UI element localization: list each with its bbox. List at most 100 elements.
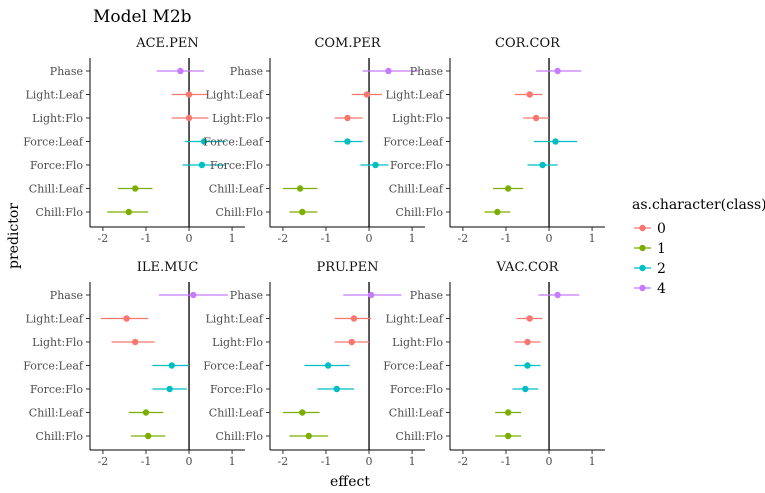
x-tick-label: -2 [278,455,289,468]
y-tick-label: Light:Leaf [25,89,83,102]
y-tick-label: Phase [230,289,263,302]
legend-entry: 1 [634,241,666,257]
y-tick-label: Chill:Leaf [389,407,444,420]
estimate-point [132,338,139,346]
y-tick-label: Force:Flo [30,159,83,172]
y-tick-label: Phase [230,65,263,78]
panel-strip-label: COR.COR [495,36,561,51]
x-tick-label: -1 [501,232,512,245]
legend-label: 0 [657,221,666,237]
x-tick-label: -1 [501,455,512,468]
panel-com-per: COM.PER -2 -1 0 1 Phase Light:Leaf Light:Flo For… [203,36,425,245]
estimate-point [552,138,559,145]
x-tick-label: -2 [98,455,109,468]
legend-label: 4 [657,281,666,297]
y-tick-label: Chill:Leaf [209,407,264,420]
panel-strip-label: PRU.PEN [316,260,378,275]
estimate-point [539,161,546,169]
y-tick-label: Light:Flo [212,336,263,349]
estimate-point [367,291,375,299]
panel-strip-label: ACE.PEN [135,36,199,51]
x-tick-label: -2 [458,232,469,245]
x-tick-label: -1 [321,455,332,468]
y-tick-label: Light:Leaf [385,89,443,102]
legend-entry: 4 [634,281,666,297]
x-axis-title: effect [330,474,370,490]
chart-title: Model M2b [93,7,192,27]
legend-entry: 2 [634,261,666,277]
y-tick-label: Force:Flo [390,383,443,396]
estimate-point [363,91,371,98]
legend-key-point [639,224,646,232]
y-tick-label: Force:Flo [30,383,83,396]
estimate-point [344,138,351,145]
y-tick-label: Force:Flo [210,383,263,396]
x-tick-label: 1 [409,455,416,468]
y-tick-label: Light:Flo [32,112,83,125]
estimate-point [190,291,197,299]
estimate-point [299,409,306,416]
estimate-point [200,138,208,145]
y-tick-label: Phase [50,289,83,302]
estimate-point [522,385,529,393]
x-tick-label: -2 [458,455,469,468]
y-tick-label: Light:Flo [392,112,443,125]
y-tick-label: Light:Leaf [25,313,83,326]
estimate-point [348,338,356,346]
x-tick-label: 1 [409,232,416,245]
estimate-point [132,185,139,192]
y-tick-label: Chill:Flo [35,430,83,443]
estimate-point [526,91,533,98]
x-tick-label: 1 [229,455,236,468]
legend-key-point [639,264,646,272]
x-tick-label: 0 [366,455,373,468]
y-tick-label: Phase [410,289,443,302]
panel-cor-cor: COR.COR -2 -1 0 1 Phase Light:Leaf Light:Flo For… [383,36,605,245]
estimate-point [185,114,193,122]
estimate-point [494,208,501,216]
x-tick-label: 0 [546,455,553,468]
x-tick-label: -2 [98,232,109,245]
panel-strip-label: VAC.COR [496,260,560,275]
estimate-point [344,114,351,122]
estimate-point [142,409,150,416]
x-tick-label: 0 [546,232,553,245]
x-tick-label: -1 [321,232,332,245]
panel-pru-pen: PRU.PEN -2 -1 0 1 Phase Light:Leaf Light:Flo For… [203,260,425,468]
estimate-point [524,338,531,346]
estimate-point [177,67,184,75]
estimate-point [168,362,176,369]
y-tick-label: Chill:Leaf [29,183,84,196]
panel-ile-muc: ILE.MUC -2 -1 0 1 Phase Light:Leaf Light:Flo For… [23,260,245,468]
y-tick-label: Force:Leaf [383,360,444,373]
panel-strip-label: ILE.MUC [137,260,199,275]
panel-vac-cor: VAC.COR -2 -1 0 1 Phase Light:Leaf Light:Flo For… [383,260,605,468]
y-tick-label: Phase [410,65,443,78]
y-tick-label: Light:Leaf [205,89,263,102]
estimate-point [125,208,132,216]
y-tick-label: Chill:Flo [215,430,263,443]
estimate-point [554,67,561,75]
x-tick-label: 0 [366,232,373,245]
legend: 0 1 2 4 [634,221,666,297]
estimate-point [185,91,193,98]
x-tick-label: 0 [186,455,193,468]
y-tick-label: Light:Flo [32,336,83,349]
y-tick-label: Chill:Flo [35,206,83,219]
estimate-point [324,362,332,369]
y-tick-label: Light:Flo [212,112,263,125]
y-tick-label: Chill:Flo [395,430,443,443]
estimate-point [144,432,152,440]
legend-key-point [639,284,646,292]
y-tick-label: Light:Flo [392,336,443,349]
estimate-point [123,315,130,322]
y-tick-label: Chill:Flo [215,206,263,219]
x-tick-label: -1 [141,232,152,245]
estimate-point [350,315,358,322]
estimate-point [554,291,561,299]
estimate-point [504,185,512,192]
y-tick-label: Light:Leaf [205,313,263,326]
panel-ace-pen: ACE.PEN -2 -1 0 1 Phase Light:Leaf Light:Flo For… [23,36,245,245]
y-tick-label: Force:Flo [390,159,443,172]
